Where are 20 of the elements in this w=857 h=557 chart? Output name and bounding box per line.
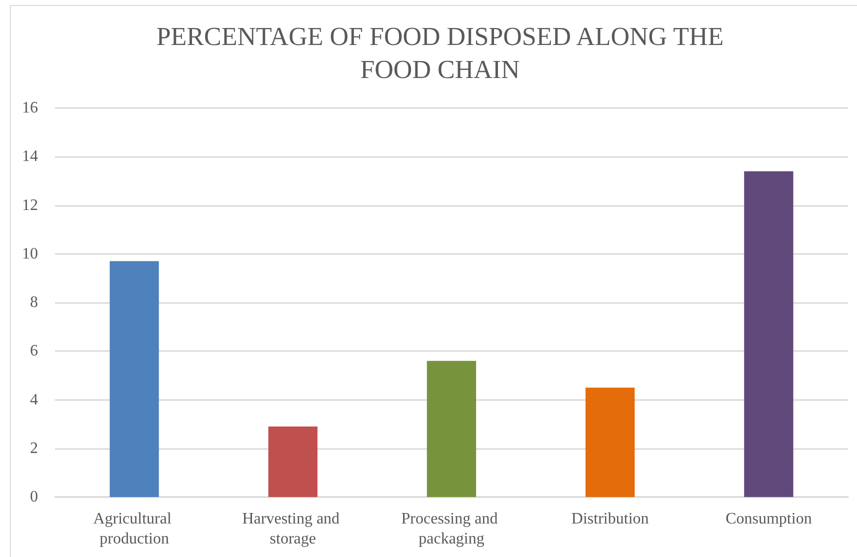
bar bbox=[744, 171, 794, 497]
x-tick-label: Processing and packaging bbox=[401, 510, 502, 548]
x-tick-label: Distribution bbox=[571, 510, 649, 528]
y-tick-label: 10 bbox=[22, 245, 38, 262]
x-tick-label: Agricultural production bbox=[93, 510, 176, 548]
y-tick-label: 12 bbox=[22, 196, 38, 214]
y-tick-label: 4 bbox=[30, 391, 38, 408]
y-tick-label: 0 bbox=[30, 488, 38, 506]
y-tick-label: 2 bbox=[30, 440, 38, 457]
y-tick-label: 6 bbox=[30, 342, 38, 360]
y-tick-label: 16 bbox=[22, 100, 38, 116]
x-tick-label: Harvesting and storage bbox=[242, 510, 344, 548]
bar bbox=[268, 426, 318, 497]
bar bbox=[110, 261, 159, 497]
chart-title: PERCENTAGE OF FOOD DISPOSED ALONG THE FOOD CHAIN bbox=[155, 21, 725, 86]
y-tick-label: 14 bbox=[22, 148, 38, 166]
bar bbox=[586, 388, 635, 497]
y-tick-label: 8 bbox=[30, 294, 38, 311]
x-tick-label: Consumption bbox=[726, 510, 812, 528]
bar bbox=[426, 360, 476, 497]
